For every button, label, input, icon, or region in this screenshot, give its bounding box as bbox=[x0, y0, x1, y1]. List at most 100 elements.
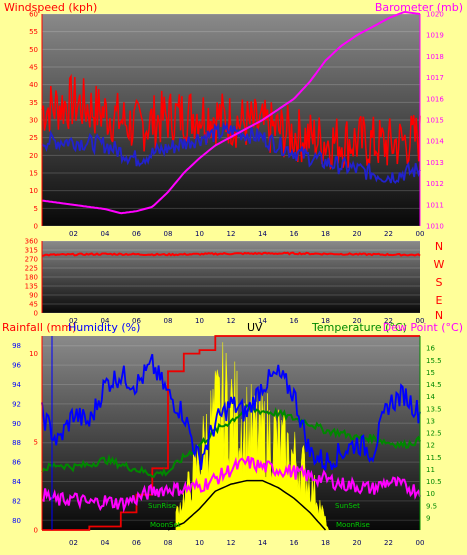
humidity-tick-label: 92 bbox=[12, 400, 21, 408]
barometer-tick-label: 1010 bbox=[426, 223, 444, 231]
humidity-tick-label: 88 bbox=[12, 439, 21, 447]
barometer-series bbox=[41, 10, 421, 215]
barometer-axis-ticks: 1010 1011 1012 1013 1014 1015 1016 1017 1018 1019… bbox=[426, 11, 444, 231]
uv-series bbox=[175, 342, 329, 531]
compass-s: S bbox=[436, 276, 443, 289]
x-tick-label: 06 bbox=[132, 539, 141, 547]
x-tick-label: 20 bbox=[353, 230, 362, 238]
windspeed-tick-label: 60 bbox=[29, 11, 38, 19]
windspeed-tick-label: 55 bbox=[29, 28, 38, 36]
humidity-tick-label: 84 bbox=[12, 478, 21, 486]
barometer-tick-label: 1013 bbox=[426, 159, 444, 167]
rainfall-tick-label: 10 bbox=[29, 350, 38, 358]
wind-series bbox=[41, 121, 421, 185]
humidity-title: Humidity (%) bbox=[68, 321, 140, 334]
barometer-title: Barometer (mb) bbox=[375, 1, 463, 14]
humidity-tick-label: 86 bbox=[12, 459, 21, 467]
direction-tick-label: 315 bbox=[25, 247, 38, 255]
direction-tick-label: 90 bbox=[29, 292, 38, 300]
wind-x-ticks: 02 04 06 08 10 12 14 16 18 20 22 00 bbox=[69, 230, 424, 238]
windspeed-tick-label: 30 bbox=[29, 117, 38, 125]
direction-tick-label: 45 bbox=[29, 301, 38, 309]
temperature-title: Temperature (°C) bbox=[311, 321, 407, 334]
x-tick-label: 08 bbox=[164, 230, 173, 238]
temperature-tick-label: 15.5 bbox=[426, 357, 442, 365]
x-tick-label: 16 bbox=[290, 317, 299, 325]
barometer-tick-label: 1019 bbox=[426, 32, 444, 40]
x-tick-label: 18 bbox=[321, 539, 330, 547]
x-tick-label: 10 bbox=[195, 230, 204, 238]
windspeed-tick-label: 25 bbox=[29, 134, 38, 142]
x-tick-label: 00 bbox=[416, 317, 425, 325]
humidity-tick-label: 94 bbox=[12, 381, 21, 389]
temperature-tick-label: 14 bbox=[426, 393, 435, 401]
x-tick-label: 00 bbox=[416, 539, 425, 547]
direction-x-ticks: 02 04 06 08 10 12 14 16 18 20 22 00 bbox=[69, 317, 424, 325]
windspeed-tick-label: 15 bbox=[29, 170, 38, 178]
x-tick-label: 04 bbox=[101, 539, 110, 547]
x-tick-label: 04 bbox=[101, 230, 110, 238]
x-tick-label: 16 bbox=[290, 539, 299, 547]
x-tick-label: 06 bbox=[132, 230, 141, 238]
x-tick-label: 12 bbox=[227, 539, 236, 547]
temperature-series bbox=[41, 404, 421, 478]
windspeed-tick-label: 50 bbox=[29, 46, 38, 54]
direction-tick-label: 270 bbox=[25, 256, 38, 264]
moonset-label: MoonSet bbox=[150, 521, 181, 529]
temperature-tick-label: 14.5 bbox=[426, 381, 442, 389]
x-tick-label: 22 bbox=[384, 539, 393, 547]
moonrise-label: MoonRise bbox=[336, 521, 370, 529]
x-tick-label: 18 bbox=[321, 230, 330, 238]
x-tick-label: 22 bbox=[384, 230, 393, 238]
direction-tick-label: 180 bbox=[25, 274, 38, 282]
rainfall-series bbox=[42, 335, 420, 531]
barometer-tick-label: 1016 bbox=[426, 95, 444, 103]
barometer-tick-label: 1014 bbox=[426, 138, 444, 146]
x-tick-label: 22 bbox=[384, 317, 393, 325]
windspeed-tick-label: 5 bbox=[34, 205, 38, 213]
temperature-tick-label: 9 bbox=[426, 514, 430, 522]
rainfall-title: Rainfall (mm) bbox=[2, 321, 76, 334]
direction-gridlines bbox=[42, 240, 420, 314]
x-tick-label: 16 bbox=[290, 230, 299, 238]
rainfall-axis-ticks: 0 5 10 bbox=[29, 350, 38, 534]
x-tick-label: 08 bbox=[164, 317, 173, 325]
x-tick-label: 02 bbox=[69, 539, 78, 547]
barometer-tick-label: 1011 bbox=[426, 201, 444, 209]
temperature-tick-label: 12.5 bbox=[426, 430, 442, 438]
uv-title: UV bbox=[247, 321, 263, 334]
x-tick-label: 20 bbox=[353, 539, 362, 547]
windspeed-axis-ticks: 0 5 10 15 20 25 30 35 40 45 50 55 60 bbox=[29, 11, 38, 231]
windspeed-tick-label: 40 bbox=[29, 81, 38, 89]
temperature-axis-ticks: 9 9.5 10 10.5 11 11.5 12 12.5 13 13.5 14 14.5 15 15.5… bbox=[426, 345, 442, 523]
barometer-tick-label: 1018 bbox=[426, 53, 444, 61]
x-tick-label: 12 bbox=[227, 230, 236, 238]
x-tick-label: 20 bbox=[353, 317, 362, 325]
temperature-tick-label: 11.5 bbox=[426, 454, 442, 462]
sunset-label: SunSet bbox=[335, 502, 360, 510]
rainfall-tick-label: 0 bbox=[34, 527, 38, 535]
climate-x-ticks: 02 04 06 08 10 12 14 16 18 20 22 00 bbox=[69, 539, 424, 547]
temperature-tick-label: 9.5 bbox=[426, 502, 437, 510]
direction-tick-label: 360 bbox=[25, 238, 38, 246]
compass-n-bottom: N bbox=[435, 309, 443, 322]
humidity-axis-ticks: 80 82 84 86 88 90 92 94 96 98 bbox=[12, 342, 21, 525]
temperature-tick-label: 13 bbox=[426, 417, 435, 425]
humidity-tick-label: 90 bbox=[12, 420, 21, 428]
humidity-tick-label: 96 bbox=[12, 362, 21, 370]
compass-n-top: N bbox=[435, 240, 443, 253]
windspeed-tick-label: 0 bbox=[34, 223, 38, 231]
dewpoint-series bbox=[41, 455, 421, 513]
solar-series bbox=[167, 479, 327, 531]
x-tick-label: 18 bbox=[321, 317, 330, 325]
direction-tick-label: 225 bbox=[25, 265, 38, 273]
dewpoint-title: Dew Point (°C) bbox=[383, 321, 463, 334]
compass-w: W bbox=[434, 258, 445, 271]
windspeed-tick-label: 35 bbox=[29, 99, 38, 107]
humidity-tick-label: 82 bbox=[12, 497, 21, 505]
x-tick-label: 04 bbox=[101, 317, 110, 325]
humidity-tick-label: 98 bbox=[12, 342, 21, 350]
direction-tick-label: 135 bbox=[25, 283, 38, 291]
